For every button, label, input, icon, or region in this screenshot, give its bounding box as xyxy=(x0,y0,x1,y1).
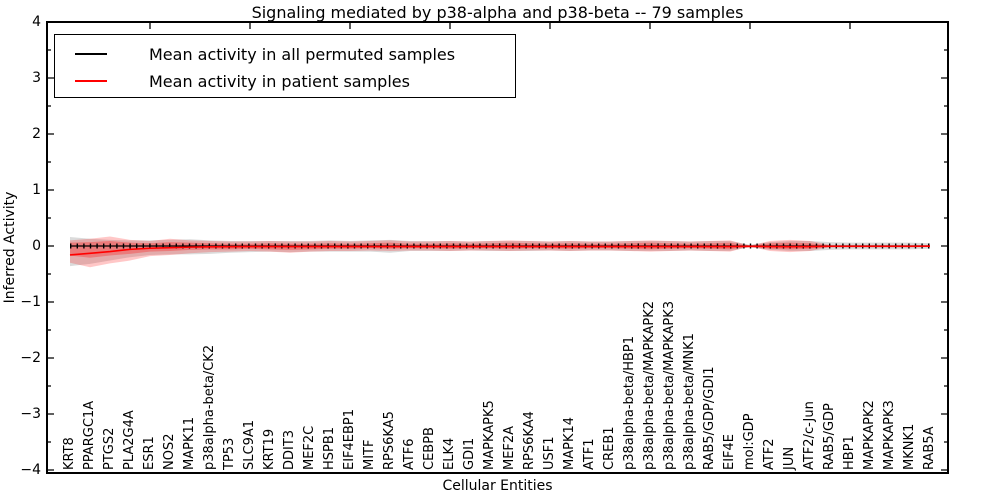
x-tick-label: KRT8 xyxy=(62,437,77,470)
axes-frame xyxy=(46,21,949,474)
x-tick-label: MAPKAPK2 xyxy=(862,400,877,470)
x-tick-label: PLA2G4A xyxy=(122,410,137,470)
x-tick-label: p38alpha-beta/MAPKAPK3 xyxy=(662,301,677,470)
legend-item-patient: Mean activity in patient samples xyxy=(55,68,410,94)
permuted-samples-range-band xyxy=(70,237,930,267)
axis-ticks xyxy=(47,21,948,471)
x-tick-label: JUN xyxy=(782,446,797,470)
x-tick-label: ATF6 xyxy=(402,438,417,470)
y-tick-label: −4 xyxy=(20,462,41,478)
permuted-line-swatch xyxy=(75,53,107,55)
x-tick-label: USF1 xyxy=(542,436,557,470)
patient-line-swatch xyxy=(75,80,107,82)
x-tick-label: mol:GDP xyxy=(742,413,757,470)
y-tick-label: 1 xyxy=(32,182,41,198)
legend-label-patient: Mean activity in patient samples xyxy=(149,71,410,91)
x-tick-label: p38alpha-beta/CK2 xyxy=(202,344,217,470)
x-tick-label: p38alpha-beta/MNK1 xyxy=(682,333,697,470)
x-tick-label: ATF2/c-Jun xyxy=(802,401,817,470)
x-tick-label: PTGS2 xyxy=(102,427,117,470)
x-tick-label: MITF xyxy=(362,439,377,470)
legend: Mean activity in all permuted samples Me… xyxy=(54,34,516,98)
x-tick-label: TP53 xyxy=(222,437,237,470)
x-tick-label: DDIT3 xyxy=(282,429,297,470)
x-tick-label: RPS6KA4 xyxy=(522,411,537,470)
chart-title: Signaling mediated by p38-alpha and p38-… xyxy=(251,3,744,22)
x-tick-label: ESR1 xyxy=(142,436,157,470)
y-tick-label: −3 xyxy=(20,406,41,422)
y-tick-label: 4 xyxy=(32,14,41,30)
x-tick-label: MEF2A xyxy=(502,425,517,470)
x-tick-label: MAPKAPK5 xyxy=(482,400,497,470)
x-tick-label: PPARGC1A xyxy=(82,400,97,470)
x-tick-label: MAPKAPK3 xyxy=(882,400,897,470)
legend-item-permuted: Mean activity in all permuted samples xyxy=(55,41,455,67)
patient-samples-range-outer-band xyxy=(70,236,930,268)
y-tick-label: 0 xyxy=(32,238,41,254)
x-tick-label: MAPK14 xyxy=(562,416,577,470)
x-tick-label: MEF2C xyxy=(302,425,317,470)
x-tick-label: RPS6KA5 xyxy=(382,411,397,470)
y-tick-label: 3 xyxy=(32,70,41,86)
x-tick-label: RAB5A xyxy=(922,426,937,470)
patient-mean-line xyxy=(69,245,931,256)
x-tick-label: ATF2 xyxy=(762,438,777,470)
legend-label-permuted: Mean activity in all permuted samples xyxy=(149,44,456,64)
x-tick-label: EIF4E xyxy=(722,433,737,470)
x-tick-label: MAPK11 xyxy=(182,416,197,470)
x-tick-label: NOS2 xyxy=(162,433,177,470)
x-tick-label: ELK4 xyxy=(442,437,457,470)
x-tick-label: HSPB1 xyxy=(322,426,337,470)
x-tick-label: RAB5/GDP/GDI1 xyxy=(702,366,717,470)
patient-samples-range-inner-band xyxy=(70,240,930,258)
x-tick-label: SLC9A1 xyxy=(242,419,257,470)
x-tick-label: EIF4EBP1 xyxy=(342,408,357,470)
x-tick-label: KRT19 xyxy=(262,428,277,470)
x-tick-label: HBP1 xyxy=(842,435,857,470)
x-tick-label: CREB1 xyxy=(602,426,617,470)
x-tick-label: GDI1 xyxy=(462,437,477,470)
x-tick-label: p38alpha-beta/HBP1 xyxy=(622,335,637,470)
x-tick-label: MKNK1 xyxy=(902,423,917,470)
x-axis-label: Cellular Entities xyxy=(442,478,553,494)
x-tick-label: ATF1 xyxy=(582,438,597,470)
y-tick-label: −2 xyxy=(20,350,41,366)
x-tick-label: p38alpha-beta/MAPKAPK2 xyxy=(642,301,657,470)
y-tick-label: 2 xyxy=(32,126,41,142)
x-tick-label: CEBPB xyxy=(422,427,437,470)
x-tick-label: RAB5/GDP xyxy=(822,403,837,470)
y-tick-label: −1 xyxy=(20,294,41,310)
